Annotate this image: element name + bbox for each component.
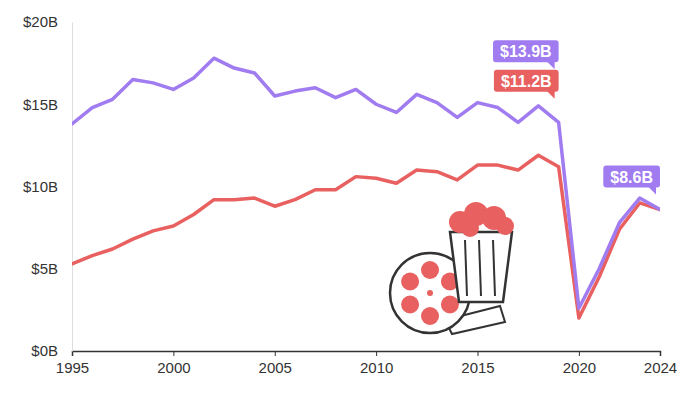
- y-tick: $15B: [23, 96, 72, 113]
- annotation-pointer: [547, 61, 555, 69]
- x-tick-label: 2015: [461, 359, 494, 376]
- annotation-label: $11.2B: [501, 73, 552, 90]
- popcorn: [461, 219, 479, 237]
- x-tick-mark: [72, 351, 73, 356]
- x-tick-label: 2024: [644, 359, 677, 376]
- y-axis-line: [72, 23, 73, 352]
- reel-hole: [421, 307, 439, 325]
- x-tick-mark: [376, 351, 377, 356]
- x-tick-mark: [275, 351, 276, 356]
- x-tick-mark: [660, 351, 661, 356]
- reel-hole: [441, 296, 459, 314]
- y-tick: $0B: [31, 342, 72, 359]
- x-tick-mark: [478, 351, 479, 356]
- annotations: $13.9B $11.2B $8.6B: [493, 40, 660, 194]
- icon: [390, 202, 514, 334]
- x-tick-label: 2000: [157, 359, 190, 376]
- popcorn: [496, 217, 514, 235]
- y-tick-label: $5B: [31, 260, 58, 277]
- y-tick: $5B: [31, 260, 72, 277]
- annotation: $13.9B: [493, 40, 559, 69]
- x-tick-label: 2005: [259, 359, 292, 376]
- bucket-stripe: [493, 240, 495, 296]
- annotation-pointer: [648, 187, 656, 195]
- x-tick: 1995: [56, 351, 89, 376]
- x-tick: 2010: [360, 351, 393, 376]
- x-tick-label: 2010: [360, 359, 393, 376]
- reel-hole: [401, 296, 419, 314]
- annotation-box: [493, 40, 559, 62]
- y-axis: $0B $5B $10B $15B $20B: [23, 13, 73, 359]
- x-tick: 2000: [157, 351, 190, 376]
- annotation: $11.2B: [494, 70, 559, 99]
- x-tick: 2015: [461, 351, 494, 376]
- bucket-stripe: [465, 240, 467, 296]
- x-tick: 2005: [259, 351, 292, 376]
- plot-area: [72, 58, 660, 318]
- annotation-box: [494, 70, 559, 92]
- x-axis-line: [73, 352, 661, 357]
- reel-center: [427, 290, 433, 296]
- annotation-label: $13.9B: [500, 43, 552, 60]
- series-line: [72, 58, 660, 308]
- x-tick-label: 1995: [56, 359, 89, 376]
- x-tick: 2024: [644, 351, 677, 376]
- chart: 1995 2000 2005 2010 2015 2020 2024 $0B $5B $10B $1…: [0, 0, 700, 394]
- y-tick: $10B: [23, 178, 72, 195]
- bucket-stripe: [479, 240, 481, 296]
- annotation: $8.6B: [603, 166, 660, 195]
- y-tick-label: $0B: [31, 342, 58, 359]
- reel-hole: [421, 261, 439, 279]
- x-tick-label: 2020: [563, 359, 596, 376]
- y-tick: $20B: [23, 13, 72, 30]
- annotation-pointer: [547, 91, 555, 99]
- reel-hole: [401, 273, 419, 291]
- x-tick-mark: [579, 351, 580, 356]
- x-tick: 2020: [563, 351, 596, 376]
- x-tick-mark: [173, 351, 174, 356]
- annotation-box: [603, 166, 660, 188]
- y-tick-label: $20B: [23, 13, 58, 30]
- annotation-label: $8.6B: [610, 169, 653, 186]
- x-axis: 1995 2000 2005 2010 2015 2020 2024: [56, 351, 677, 376]
- y-tick-label: $10B: [23, 178, 58, 195]
- y-tick-label: $15B: [23, 96, 58, 113]
- popcorn-bucket: [450, 232, 512, 302]
